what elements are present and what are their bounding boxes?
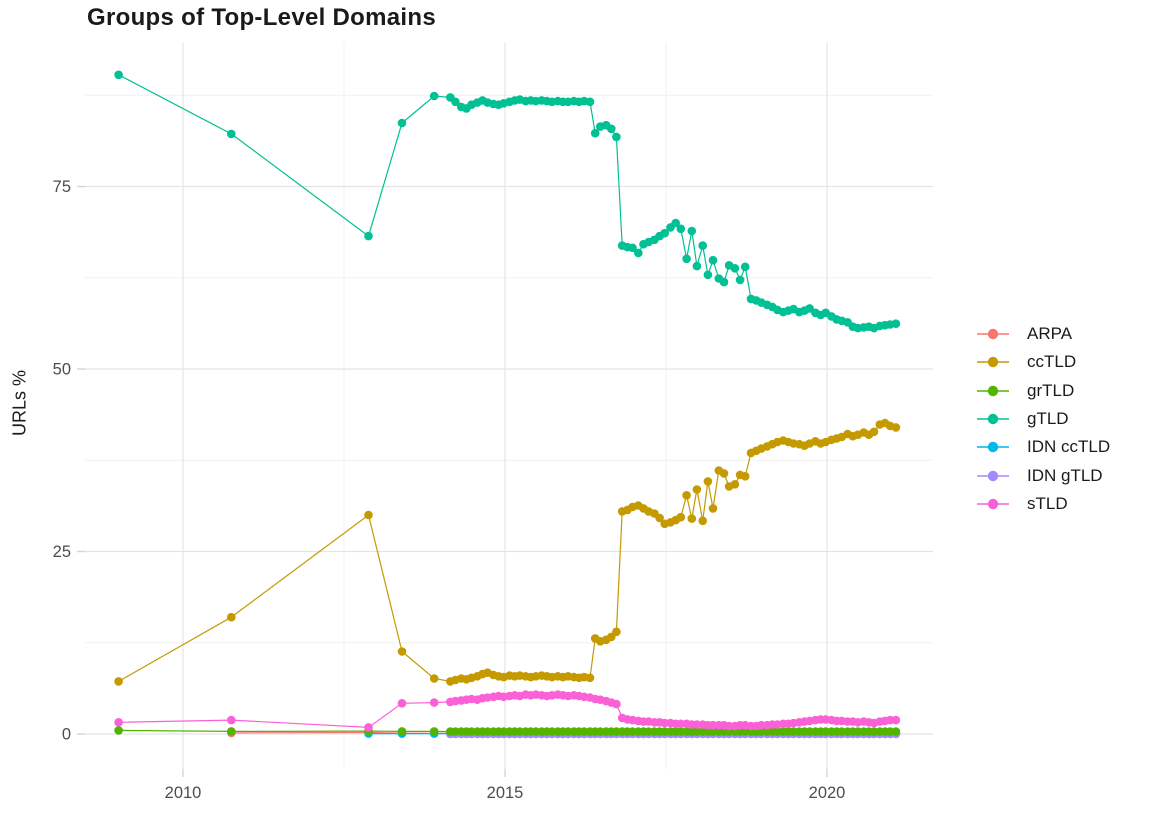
data-point-cctld — [364, 510, 373, 520]
x-tick-label: 2015 — [487, 784, 524, 802]
data-point-cctld — [708, 504, 718, 513]
data-point-cctld — [692, 485, 702, 494]
legend-item-idn-gtld: IDN gTLD — [976, 461, 1110, 489]
legend-item-gtld: gTLD — [976, 405, 1110, 433]
legend-label-gtld: gTLD — [1027, 409, 1069, 429]
legend-item-idn-cctld: IDN ccTLD — [976, 433, 1110, 461]
legend-label-idn-gtld: IDN gTLD — [1027, 465, 1103, 485]
data-point-cctld — [682, 491, 691, 500]
data-point-cctld — [114, 677, 123, 686]
data-point-gtld — [634, 248, 643, 258]
data-point-cctld — [585, 673, 595, 683]
data-point-cctld — [730, 480, 740, 489]
data-point-cctld — [687, 514, 697, 523]
data-point-cctld — [655, 513, 664, 523]
data-point-cctld — [612, 627, 621, 637]
data-point-cctld — [227, 612, 236, 622]
legend-label-grtld: grTLD — [1027, 380, 1075, 400]
data-point-gtld — [687, 226, 697, 236]
data-point-gtld — [891, 319, 901, 329]
legend-key-icon-arpa — [977, 328, 1009, 340]
data-point-grtld — [227, 727, 236, 736]
data-point-stld — [227, 715, 236, 725]
legend-key-icon-stld — [977, 498, 1009, 510]
data-point-grtld — [429, 727, 439, 736]
x-tick-label: 2020 — [809, 784, 846, 802]
data-point-cctld — [429, 674, 439, 683]
series-stld — [114, 690, 901, 732]
data-point-gtld — [114, 70, 123, 80]
data-point-gtld — [671, 218, 680, 228]
data-point-gtld — [590, 128, 600, 138]
data-point-stld — [397, 699, 407, 708]
data-point-gtld — [719, 277, 729, 287]
legend-key-icon-cctld — [977, 357, 1009, 368]
data-point-gtld — [660, 228, 669, 238]
data-point-gtld — [612, 132, 621, 142]
legend-key-icon-grtld — [977, 385, 1009, 396]
data-point-gtld — [227, 129, 236, 139]
data-point-stld — [429, 698, 439, 707]
data-point-stld — [891, 715, 901, 725]
data-point-stld — [612, 699, 621, 709]
data-point-cctld — [397, 647, 407, 656]
data-point-cctld — [698, 516, 707, 526]
legend-label-idn-cctld: IDN ccTLD — [1027, 437, 1111, 457]
series-gtld — [114, 70, 901, 333]
data-point-gtld — [676, 224, 686, 234]
data-point-gtld — [708, 255, 718, 265]
legend-label-arpa: ARPA — [1027, 324, 1073, 344]
data-point-gtld — [607, 124, 616, 134]
series-line-gtld — [118, 74, 896, 329]
data-point-gtld — [585, 97, 595, 107]
legend-item-stld: sTLD — [976, 490, 1110, 518]
data-point-gtld — [364, 231, 373, 241]
legend: ARPA ccTLD grTLD gTLD IDN ccTLD IDN gTLD sTLD — [976, 320, 1110, 518]
x-tick-label: 2010 — [165, 784, 202, 802]
data-point-gtld — [735, 275, 745, 285]
data-point-cctld — [869, 427, 879, 437]
data-point-stld — [364, 723, 373, 732]
data-point-gtld — [692, 261, 702, 271]
legend-key-icon-idn-gtld — [977, 470, 1009, 481]
legend-item-arpa: ARPA — [976, 320, 1110, 348]
series-cctld — [114, 418, 901, 686]
data-point-gtld — [703, 270, 713, 280]
data-point-gtld — [451, 97, 460, 107]
data-point-grtld — [114, 726, 123, 735]
y-tick-label: 0 — [62, 726, 71, 744]
legend-key-icon-idn-cctld — [977, 442, 1009, 453]
y-tick-label: 25 — [53, 543, 71, 561]
data-point-grtld — [397, 727, 407, 736]
legend-item-cctld: ccTLD — [976, 348, 1110, 376]
data-point-grtld — [891, 727, 901, 736]
data-point-gtld — [682, 254, 691, 264]
data-point-gtld — [730, 264, 740, 273]
data-point-cctld — [676, 512, 686, 522]
data-point-gtld — [740, 262, 750, 272]
y-tick-label: 75 — [53, 178, 71, 196]
legend-key-icon-gtld — [977, 413, 1009, 425]
data-point-cctld — [740, 472, 750, 481]
y-axis-title: URLs % — [9, 369, 30, 437]
legend-label-cctld: ccTLD — [1027, 352, 1077, 372]
data-point-cctld — [719, 469, 729, 478]
data-point-gtld — [397, 118, 407, 128]
y-tick-label: 50 — [53, 361, 71, 379]
data-point-gtld — [698, 241, 707, 250]
series-grtld — [114, 726, 901, 736]
chart-title: Groups of Top-Level Domains — [87, 4, 437, 31]
data-point-stld — [114, 718, 123, 727]
legend-item-grtld: grTLD — [976, 377, 1110, 405]
data-point-gtld — [628, 243, 637, 253]
legend-label-stld: sTLD — [1027, 493, 1068, 513]
data-point-cctld — [703, 477, 713, 486]
data-point-cctld — [891, 423, 901, 432]
data-point-gtld — [429, 91, 439, 101]
